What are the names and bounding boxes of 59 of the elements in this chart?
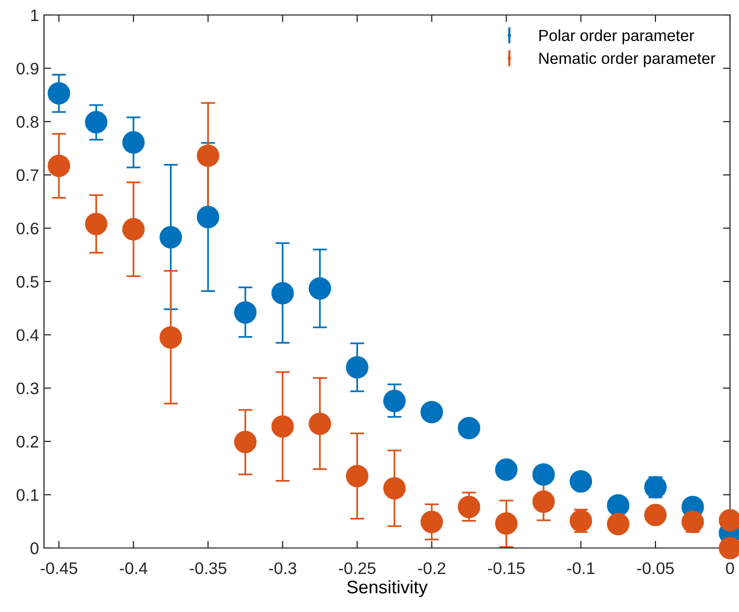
point xyxy=(532,463,555,486)
point xyxy=(122,131,145,154)
x-tick-label: -0.05 xyxy=(637,562,674,574)
point xyxy=(681,510,704,534)
point xyxy=(160,326,182,349)
y-tick-label: 0.9 xyxy=(16,62,38,75)
y-tick-label: 0 xyxy=(30,542,38,554)
point xyxy=(196,144,220,167)
x-tick-label: 0 xyxy=(726,562,734,574)
point xyxy=(532,490,555,513)
x-tick-label: -0.25 xyxy=(338,562,376,574)
legend-label: Nematic order parameter xyxy=(539,52,716,68)
point xyxy=(48,82,70,105)
point xyxy=(84,212,108,236)
point xyxy=(420,510,443,534)
x-tick-label: -0.45 xyxy=(40,562,78,574)
y-tick-label: 0.4 xyxy=(16,329,39,342)
point xyxy=(271,282,294,304)
point xyxy=(420,400,443,424)
y-tick-label: 0.2 xyxy=(16,436,38,448)
point xyxy=(308,277,332,300)
legend-label: Polar order parameter xyxy=(539,29,694,44)
y-tick-label: 1 xyxy=(31,10,38,22)
y-tick-label: 0.6 xyxy=(16,222,38,234)
y-tick-label: 0.3 xyxy=(16,382,38,394)
point xyxy=(346,356,368,379)
point xyxy=(606,512,630,536)
point xyxy=(383,477,406,500)
point xyxy=(234,301,257,324)
point xyxy=(346,464,368,488)
x-tick-label: -0.3 xyxy=(268,562,296,574)
point xyxy=(570,510,592,532)
point xyxy=(84,110,108,134)
x-tick-label: -0.2 xyxy=(418,562,446,574)
y-tick-label: 0.5 xyxy=(16,276,38,288)
point xyxy=(196,206,220,228)
point xyxy=(570,470,592,493)
point xyxy=(160,226,182,248)
x-tick-label: -0.4 xyxy=(120,562,148,574)
y-tick-label: 0.1 xyxy=(16,489,38,501)
y-tick-label: 0.8 xyxy=(16,116,38,128)
point xyxy=(234,430,257,454)
x-tick-label: -0.1 xyxy=(567,562,594,574)
point xyxy=(48,154,70,178)
point xyxy=(644,504,667,526)
point xyxy=(606,494,630,517)
x-axis-title: Sensitivity xyxy=(347,580,428,598)
point xyxy=(458,416,480,440)
point xyxy=(495,458,518,481)
x-tick-label: -0.15 xyxy=(488,562,525,574)
point xyxy=(495,512,518,535)
point xyxy=(644,476,667,498)
point xyxy=(271,415,294,438)
y-tick-label: 0.7 xyxy=(16,169,38,182)
point xyxy=(122,218,145,240)
point xyxy=(458,496,480,518)
point xyxy=(308,412,332,436)
point xyxy=(383,390,406,412)
x-tick-label: -0.35 xyxy=(190,562,226,574)
